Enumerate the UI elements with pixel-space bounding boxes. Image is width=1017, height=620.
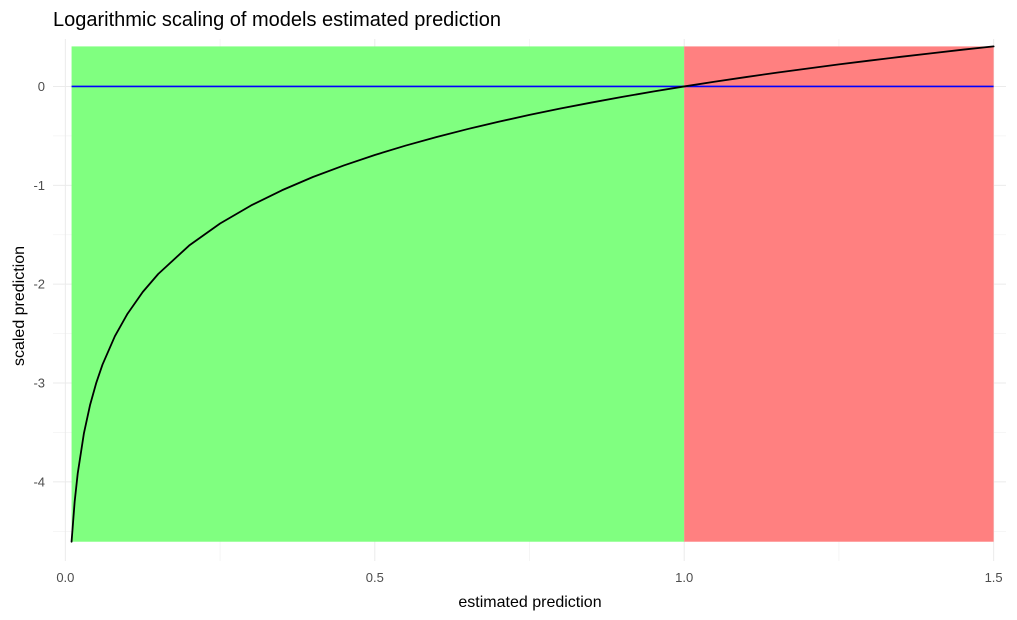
x-tick-label-1: 0.5 — [366, 570, 384, 585]
series-line-0 — [70, 45, 995, 543]
y-tick-label-3: -3 — [33, 376, 45, 391]
y-tick-label-0: 0 — [38, 79, 45, 94]
y-tick-label-4: -4 — [33, 474, 45, 489]
shaded-region-0 — [71, 46, 685, 542]
x-tick-label-0: 0.0 — [56, 570, 74, 585]
y-tick-label-2: -2 — [33, 277, 45, 292]
shaded-regions — [71, 46, 994, 542]
x-tick-label-2: 1.0 — [675, 570, 693, 585]
x-tick-label-3: 1.5 — [985, 570, 1003, 585]
shaded-region-1 — [684, 46, 994, 542]
series-lines — [70, 45, 995, 543]
x-axis-title: estimated prediction — [458, 594, 601, 611]
chart-title: Logarithmic scaling of models estimated … — [53, 9, 501, 31]
x-tick-labels: 0.0 0.5 1.0 1.5 — [56, 570, 1002, 585]
y-tick-label-1: -1 — [33, 178, 45, 193]
y-axis-title: scaled prediction — [11, 246, 28, 366]
y-tick-labels: 0 -1 -2 -3 -4 — [33, 79, 45, 489]
